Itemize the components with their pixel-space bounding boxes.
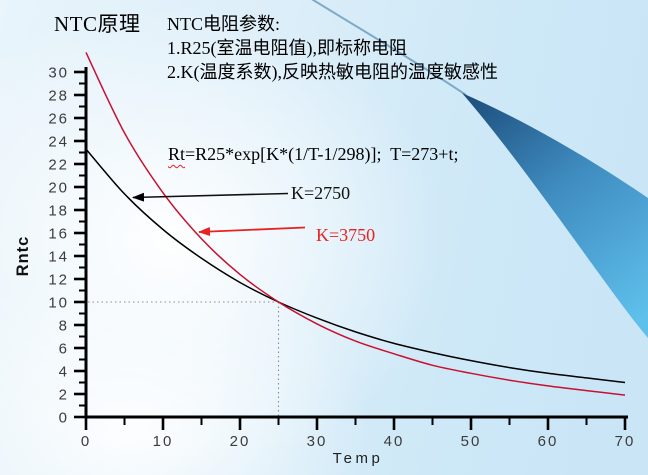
arrow-k3750 — [198, 226, 306, 237]
y-tick-label: 2 — [59, 387, 69, 404]
y-tick-label: 0 — [59, 410, 69, 427]
x-tick-label: 60 — [538, 433, 559, 450]
formula: Rt=R25*exp[K*(1/T-1/298)]; T=273+t; — [168, 144, 458, 165]
y-tick-label: 4 — [59, 364, 69, 381]
y-tick-label: 26 — [48, 111, 69, 128]
x-tick-label: 0 — [81, 433, 91, 450]
y-tick-label: 20 — [48, 180, 69, 197]
xlabel-temp: Temp — [333, 450, 384, 467]
swoosh-thin-line — [311, 0, 467, 96]
x-tick-label: 50 — [461, 433, 482, 450]
x-tick-label: 10 — [153, 433, 174, 450]
slide-title: NTC原理 — [54, 12, 141, 36]
x-tick-label: 30 — [307, 433, 328, 450]
y-tick-label: 24 — [48, 134, 69, 151]
y-tick-label: 8 — [59, 318, 69, 335]
ylabel-rntc: Rntc — [14, 236, 32, 277]
y-tick-label: 10 — [48, 295, 69, 312]
params-block: NTC电阻参数: 1.R25(室温电阻值),即标称电阻 2.K(温度系数),反映… — [167, 12, 498, 84]
swoosh-sail — [462, 93, 648, 338]
formula-rt-underlined: Rt — [168, 144, 186, 164]
y-tick-label: 18 — [48, 203, 69, 220]
y-tick-label: 14 — [48, 249, 69, 266]
y-tick-label: 22 — [48, 157, 69, 174]
y-tick-label: 30 — [48, 65, 69, 82]
params-heading: NTC电阻参数: — [167, 14, 281, 34]
param-line-2: 2.K(温度系数),反映热敏电阻的温度敏感性 — [167, 62, 498, 82]
y-tick-label: 28 — [48, 88, 69, 105]
arrow-k2750 — [132, 192, 289, 202]
y-tick-label: 12 — [48, 272, 69, 289]
formula-rest: =R25*exp[K*(1/T-1/298)]; T=273+t; — [185, 144, 459, 164]
x-tick-label: 70 — [615, 433, 636, 450]
param-line-1: 1.R25(室温电阻值),即标称电阻 — [167, 38, 407, 58]
curve-k3750 — [85, 52, 626, 396]
curve-k2750 — [85, 148, 626, 384]
y-tick-label: 16 — [48, 226, 69, 243]
x-tick-label: 20 — [230, 433, 251, 450]
label-k3750: K=3750 — [316, 225, 376, 245]
label-k2750: K=2750 — [291, 183, 351, 203]
x-tick-label: 40 — [384, 433, 405, 450]
y-tick-label: 6 — [59, 341, 69, 358]
